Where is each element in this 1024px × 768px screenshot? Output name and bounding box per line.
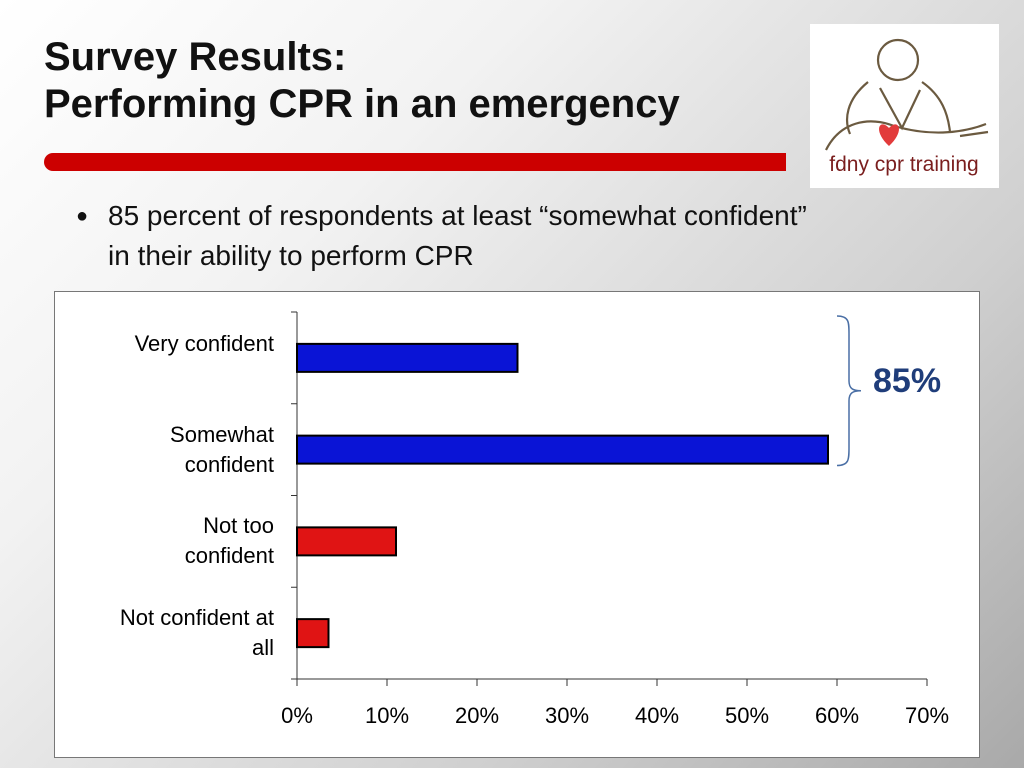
x-tick-label: 20% [454, 703, 500, 728]
x-tick-label: 0% [281, 703, 313, 728]
category-label: Very confident [134, 330, 274, 356]
category-label: Not confident at all [119, 605, 274, 661]
x-tick-label: 40% [634, 703, 680, 728]
annotation-label: 85% [873, 362, 942, 400]
slide-title: Survey Results: Performing CPR in an eme… [44, 34, 680, 128]
x-tick-label: 30% [544, 703, 590, 728]
bar [296, 618, 330, 649]
bullet-text: 85 percent of respondents at least “some… [108, 200, 807, 271]
x-tick-label: 60% [814, 703, 860, 728]
brace-annotation [836, 315, 862, 467]
category-label: Not too confident [184, 513, 274, 569]
chart-plot-area [291, 311, 928, 686]
category-label: Somewhat confident [170, 421, 274, 477]
logo-graphic: fdny cpr training [825, 38, 989, 176]
title-line-2: Performing CPR in an emergency [44, 82, 680, 126]
logo: fdny cpr training [810, 24, 999, 188]
bar [296, 342, 519, 373]
x-tick-label: 10% [364, 703, 410, 728]
x-tick-label: 50% [724, 703, 770, 728]
bullet-marker: ● [76, 205, 89, 227]
heart-icon [879, 124, 899, 146]
bar [296, 434, 829, 465]
title-underline [44, 153, 786, 171]
bar-chart: 0% 10% 20% 30% 40% 50% 60% 70% Very confident Som… [54, 291, 980, 758]
x-tick-label: 70% [904, 703, 950, 728]
logo-text: fdny cpr training [829, 153, 978, 176]
bar [296, 526, 397, 557]
title-line-1: Survey Results: [44, 35, 347, 79]
